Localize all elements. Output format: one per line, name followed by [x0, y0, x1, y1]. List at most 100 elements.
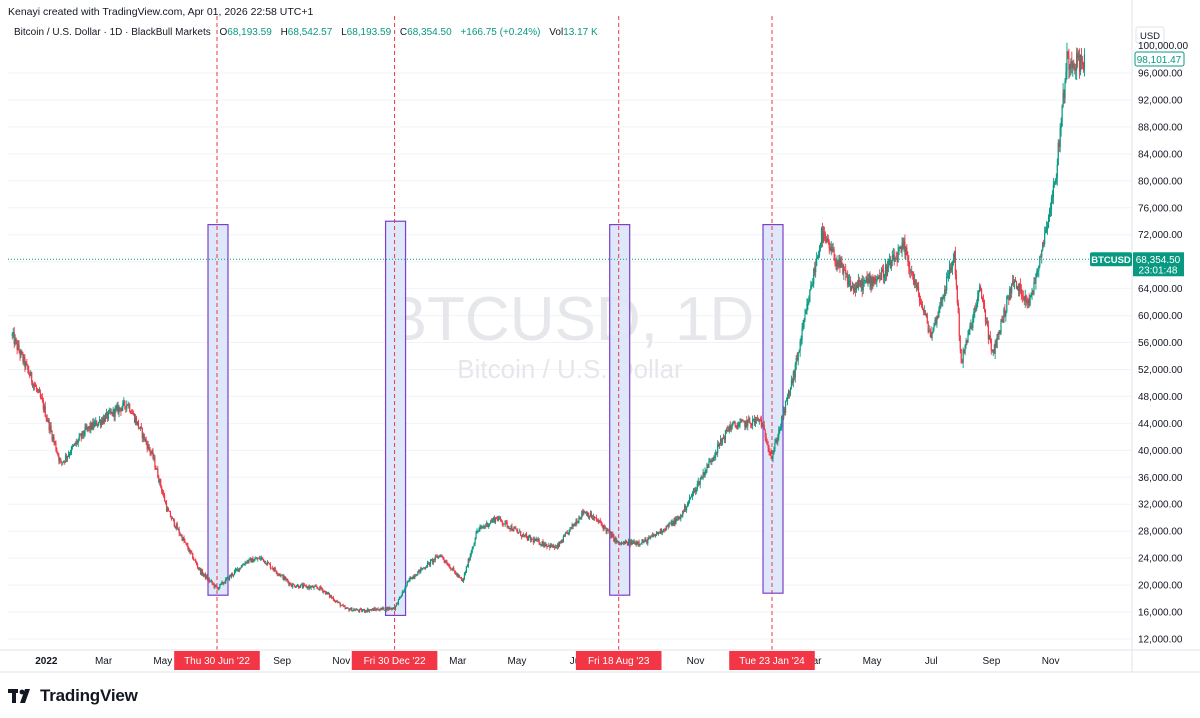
- vertical-line-drawings[interactable]: [216, 16, 773, 650]
- candle-body: [939, 305, 941, 310]
- currency-button[interactable]: [1135, 26, 1165, 44]
- highlight-rectangle[interactable]: [384, 220, 407, 617]
- candle-body: [555, 546, 558, 548]
- candle-body: [365, 611, 368, 612]
- candle-body: [726, 429, 728, 431]
- candle-body: [433, 558, 435, 560]
- candle-body: [409, 576, 411, 580]
- candle-body: [247, 560, 249, 563]
- candle-body: [66, 455, 68, 459]
- price-tick-label: 76,000.00: [1138, 203, 1183, 214]
- candle-body: [171, 518, 173, 519]
- candle-body: [320, 586, 322, 589]
- candle-body: [1014, 280, 1017, 282]
- candle-body: [133, 413, 136, 423]
- candle-body: [58, 455, 60, 461]
- candle-body: [460, 578, 463, 580]
- candle-body: [71, 446, 74, 448]
- candle-body: [293, 584, 295, 585]
- candle-body: [245, 562, 247, 564]
- candle-body: [734, 422, 736, 426]
- symbol-description[interactable]: Bitcoin / U.S. Dollar · 1D · BlackBull M…: [14, 27, 211, 38]
- candle-body: [1060, 126, 1062, 129]
- candle-body: [587, 513, 589, 516]
- candle-body: [1062, 92, 1064, 107]
- candle-body: [1007, 296, 1009, 298]
- highlight-rectangle[interactable]: [762, 224, 784, 594]
- candle-body: [898, 247, 900, 252]
- highlight-rectangle[interactable]: [609, 224, 631, 596]
- candle-body: [829, 248, 831, 251]
- candle-body: [107, 411, 109, 419]
- rectangle-drawings[interactable]: [207, 220, 784, 617]
- candle-body: [501, 521, 503, 524]
- candle-body: [882, 270, 885, 278]
- candle-body: [301, 584, 303, 588]
- candle-body: [109, 410, 111, 413]
- time-axis-label: Nov: [687, 656, 705, 667]
- candle-body: [157, 468, 159, 478]
- candle-body: [675, 518, 677, 524]
- candle-body: [497, 518, 499, 521]
- candle-body: [985, 321, 988, 323]
- candle-body: [973, 311, 975, 317]
- price-tick-label: 60,000.00: [1138, 311, 1183, 322]
- candle-body: [798, 350, 800, 352]
- candle-body: [736, 426, 738, 430]
- candle-body: [478, 528, 480, 531]
- candle-body: [267, 562, 270, 564]
- candle-body: [572, 524, 574, 527]
- low-value: 68,193.59: [346, 27, 392, 38]
- candle-body: [697, 481, 699, 485]
- highlight-rectangle[interactable]: [207, 224, 229, 596]
- candle-body: [43, 406, 45, 410]
- candle-body: [203, 573, 205, 575]
- candle-body: [511, 526, 513, 531]
- candle-body: [535, 538, 537, 542]
- candle-body: [330, 595, 333, 598]
- candle-body: [657, 532, 660, 535]
- candle-body: [800, 340, 802, 342]
- candle-body: [165, 503, 168, 511]
- candle-body: [831, 247, 833, 252]
- candle-body: [204, 573, 206, 579]
- candle-body: [395, 603, 398, 606]
- candle-body: [123, 401, 125, 403]
- candle-body: [912, 271, 914, 275]
- candle-body: [266, 562, 269, 565]
- candle-body: [739, 421, 741, 425]
- candle-body: [932, 327, 934, 334]
- candle-body: [391, 607, 393, 609]
- candle-body: [1017, 286, 1020, 292]
- candle-body: [1039, 256, 1041, 267]
- candle-body: [698, 481, 700, 485]
- candle-body: [383, 607, 385, 611]
- candle-body: [986, 321, 989, 326]
- countdown-label: 23:01:48: [1139, 265, 1178, 276]
- candle-body: [381, 607, 383, 609]
- candle-body: [479, 527, 481, 529]
- candle-body: [481, 526, 483, 528]
- candle-body: [121, 407, 123, 412]
- candle-body: [841, 261, 843, 265]
- candle-body: [151, 451, 153, 454]
- candle-body: [628, 540, 630, 542]
- candle-body: [176, 524, 178, 530]
- candle-body: [520, 531, 522, 536]
- candle-body: [613, 535, 615, 542]
- candle-body: [748, 418, 750, 420]
- candle-body: [1081, 61, 1084, 64]
- candle-body: [326, 592, 328, 595]
- price-tick-label: 48,000.00: [1138, 392, 1183, 403]
- candle-body: [146, 442, 148, 449]
- candle-body: [246, 560, 248, 564]
- candle-body: [801, 327, 803, 341]
- candle-body: [164, 495, 166, 502]
- candle-body: [306, 586, 308, 588]
- candle-body: [418, 569, 420, 572]
- candle-body: [229, 575, 232, 577]
- tradingview-logo[interactable]: TradingView: [8, 686, 138, 706]
- candle-body: [283, 576, 285, 580]
